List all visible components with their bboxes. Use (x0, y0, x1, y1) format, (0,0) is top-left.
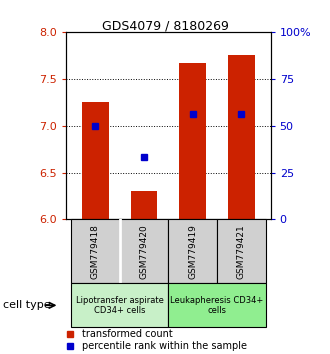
Bar (82, 102, 109, 219)
Bar (217, 219, 266, 283)
Text: Leukapheresis CD34+
cells: Leukapheresis CD34+ cells (170, 296, 264, 315)
Text: GSM779418: GSM779418 (91, 224, 100, 279)
Text: GSM779419: GSM779419 (188, 224, 197, 279)
Bar (168, 283, 266, 327)
Text: GDS4079 / 8180269: GDS4079 / 8180269 (102, 19, 228, 33)
Text: transformed count: transformed count (82, 329, 173, 339)
Text: percentile rank within the sample: percentile rank within the sample (82, 341, 248, 351)
Bar (179, 63, 206, 219)
Text: Lipotransfer aspirate
CD34+ cells: Lipotransfer aspirate CD34+ cells (76, 296, 164, 315)
Bar (119, 219, 168, 283)
Text: cell type: cell type (3, 300, 51, 310)
Bar (71, 219, 119, 283)
Bar (131, 192, 157, 219)
Bar (168, 219, 217, 283)
Text: GSM779421: GSM779421 (237, 224, 246, 279)
Text: GSM779420: GSM779420 (140, 224, 148, 279)
Bar (71, 283, 168, 327)
Bar (228, 55, 255, 219)
